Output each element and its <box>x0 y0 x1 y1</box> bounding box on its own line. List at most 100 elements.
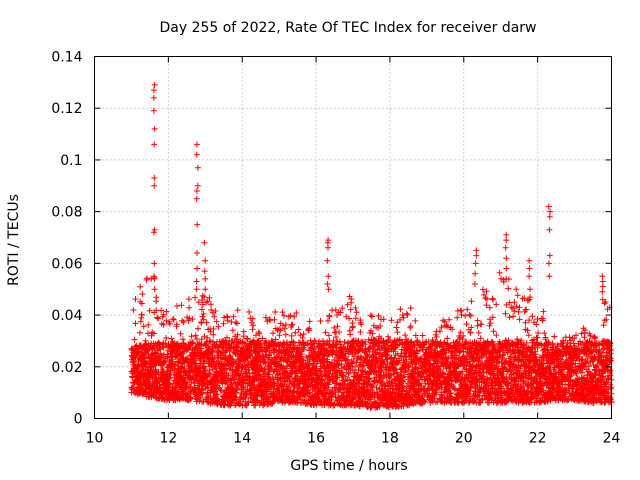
data-point <box>234 331 241 338</box>
data-point <box>153 294 160 301</box>
data-point <box>145 321 152 328</box>
data-point <box>211 363 218 370</box>
data-point <box>163 317 170 324</box>
data-point <box>199 292 206 299</box>
grid-lines <box>94 56 612 419</box>
data-point <box>232 402 239 409</box>
data-point <box>207 328 214 335</box>
data-point <box>204 334 211 341</box>
data-point <box>168 335 175 342</box>
data-point <box>136 329 143 336</box>
data-point <box>140 323 147 330</box>
data-point <box>222 380 228 387</box>
data-point <box>174 303 180 309</box>
data-point <box>186 315 193 322</box>
data-point <box>210 331 217 338</box>
data-point <box>185 296 192 303</box>
data-point <box>170 316 176 322</box>
data-point <box>130 307 137 313</box>
data-point <box>178 302 185 309</box>
data-point <box>132 296 139 303</box>
data-point <box>137 283 144 290</box>
data-point <box>189 316 196 323</box>
data-point <box>166 375 173 382</box>
data-point <box>215 323 222 330</box>
data-point <box>200 310 207 317</box>
data-point <box>212 308 219 314</box>
data-point <box>138 300 145 307</box>
data-point <box>227 355 234 362</box>
data-point <box>234 307 241 314</box>
data-point <box>221 352 228 359</box>
data-point <box>214 391 221 398</box>
data-point <box>170 316 177 323</box>
data-point <box>151 350 158 357</box>
data-point <box>173 321 180 328</box>
data-point <box>160 311 167 318</box>
data-point <box>210 326 217 332</box>
data-point <box>144 275 150 282</box>
data-point <box>197 369 204 376</box>
data-point <box>160 344 167 351</box>
data-point <box>157 345 163 352</box>
data-point <box>217 386 224 393</box>
data-point <box>192 332 199 339</box>
data-point <box>199 301 206 308</box>
data-point <box>230 313 237 320</box>
data-point <box>231 376 238 383</box>
data-point <box>237 358 244 364</box>
data-point <box>233 396 240 403</box>
data-point <box>138 311 145 318</box>
data-point <box>139 291 146 298</box>
data-point <box>158 307 165 314</box>
data-point <box>229 327 236 334</box>
data-point <box>160 321 167 328</box>
data-point <box>189 368 195 375</box>
data-point <box>162 340 169 347</box>
data-point <box>224 317 231 324</box>
data-point <box>132 320 139 327</box>
data-point <box>234 320 240 327</box>
data-points <box>128 81 615 411</box>
data-point <box>206 294 213 301</box>
data-point <box>200 316 207 323</box>
data-point <box>180 340 187 347</box>
data-point <box>207 301 214 308</box>
data-point <box>207 372 213 379</box>
data-point <box>206 338 213 344</box>
data-point <box>192 294 198 301</box>
data-point <box>187 394 194 401</box>
data-point <box>179 336 186 343</box>
data-point <box>146 307 153 314</box>
data-point <box>177 330 184 337</box>
data-point <box>150 330 157 337</box>
data-point <box>197 394 204 401</box>
data-point <box>220 320 227 327</box>
data-point <box>218 387 225 394</box>
data-point <box>213 386 220 392</box>
data-point <box>198 306 205 313</box>
data-point <box>195 299 202 306</box>
data-point <box>202 385 209 392</box>
data-point <box>204 298 211 305</box>
data-point <box>167 371 174 378</box>
data-point <box>163 308 170 315</box>
data-point <box>154 314 161 321</box>
data-point <box>198 336 205 343</box>
data-point <box>179 349 186 355</box>
data-point <box>144 330 151 337</box>
data-point <box>192 395 199 402</box>
data-point <box>211 313 218 320</box>
data-point <box>202 366 209 373</box>
data-point <box>131 336 138 343</box>
data-point <box>188 333 195 340</box>
data-point <box>169 358 176 365</box>
data-point <box>224 334 230 341</box>
data-point <box>180 319 187 326</box>
data-point <box>195 325 201 332</box>
data-point <box>213 318 220 325</box>
data-point <box>203 319 210 326</box>
data-point <box>199 313 206 320</box>
